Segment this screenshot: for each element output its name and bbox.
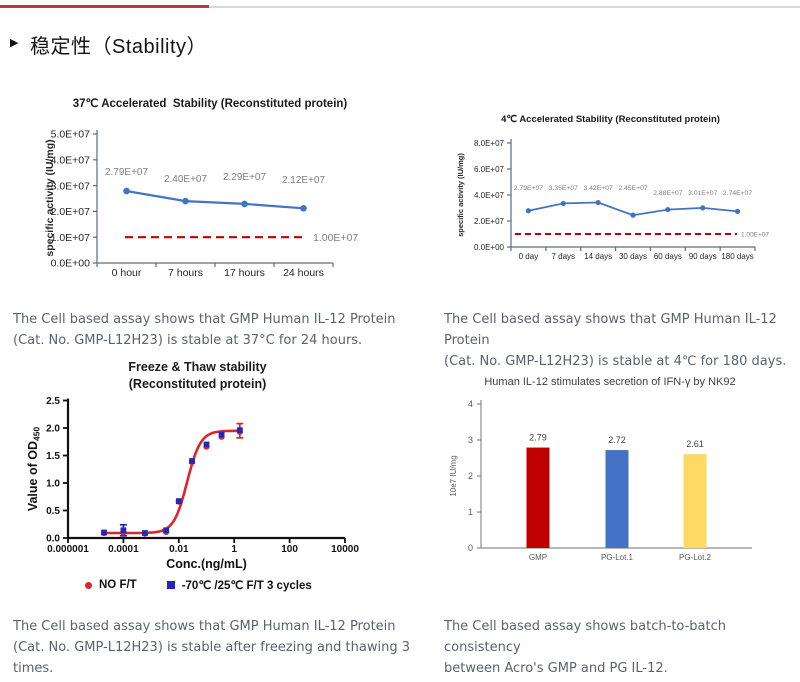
svg-text:1.0E+07: 1.0E+07 <box>51 232 91 244</box>
svg-text:0: 0 <box>468 543 473 553</box>
svg-text:180 days: 180 days <box>721 252 753 261</box>
svg-text:0 day: 0 day <box>519 252 539 261</box>
svg-text:3.42E+07: 3.42E+07 <box>583 185 613 192</box>
svg-text:specific activity (IU/mg): specific activity (IU/mg) <box>456 153 465 237</box>
scatter-chart-freeze-thaw: 0.0 0.5 1.0 1.5 2.0 2.5 0.000001 0.0001 0.01 1 100… <box>26 396 359 571</box>
caption-37c: The Cell based assay shows that GMP Huma… <box>13 309 443 351</box>
svg-text:2.40E+07: 2.40E+07 <box>164 174 208 185</box>
caption-ft-line: times. <box>13 661 54 676</box>
svg-text:4: 4 <box>468 399 473 409</box>
chart-ft-title-line1: Freeze & Thaw stability <box>128 360 267 374</box>
svg-text:2.79: 2.79 <box>529 433 547 443</box>
svg-text:2.0E+07: 2.0E+07 <box>51 206 91 218</box>
legend-label-ft: -70℃ /25℃ F/T 3 cycles <box>181 580 312 592</box>
caption-ft-line: The Cell based assay shows that GMP Huma… <box>13 619 396 634</box>
bar-chart-batch-consistency: 0 1 2 3 4 2.79 GMP 2.72 PG-Lot.1 2.61 PG-Lot.2 10e7… <box>449 399 752 562</box>
svg-text:1.5: 1.5 <box>46 451 60 462</box>
svg-text:2.72: 2.72 <box>608 435 626 445</box>
svg-text:2.61: 2.61 <box>686 439 704 449</box>
svg-text:1.00E+07: 1.00E+07 <box>741 231 769 238</box>
top-divider-red <box>0 5 209 8</box>
svg-text:Conc.(ng/mL): Conc.(ng/mL) <box>166 557 247 571</box>
legend-marker-noft <box>85 581 92 589</box>
svg-text:3.0E+07: 3.0E+07 <box>51 180 91 192</box>
svg-text:Value of OD450: Value of OD450 <box>26 427 42 512</box>
caption-batch: The Cell based assay shows batch-to-batc… <box>444 616 794 679</box>
svg-text:PG-Lot.2: PG-Lot.2 <box>679 553 712 562</box>
svg-text:1.0: 1.0 <box>46 479 60 490</box>
svg-text:3.35E+07: 3.35E+07 <box>549 185 579 192</box>
svg-text:14 days: 14 days <box>584 252 612 261</box>
svg-text:0.0E+00: 0.0E+00 <box>51 258 91 270</box>
svg-text:GMP: GMP <box>529 553 547 562</box>
chart-ft-title-line2: (Reconstituted protein) <box>128 377 267 391</box>
svg-text:7 hours: 7 hours <box>168 267 203 279</box>
legend-marker-ft <box>166 581 175 589</box>
caption-4c: The Cell based assay shows that GMP Huma… <box>444 309 794 372</box>
svg-text:0 hour: 0 hour <box>112 267 142 279</box>
legend-label-noft: NO F/T <box>99 579 137 591</box>
line-chart-37c: 5.0E+07 4.0E+07 3.0E+07 2.0E+07 1.0E+07 0.0E+… <box>44 129 358 279</box>
caption-4c-line: (Cat. No. GMP-L12H23) is stable at 4℃ fo… <box>444 354 787 369</box>
caption-4c-line: The Cell based assay shows that GMP Huma… <box>444 312 777 348</box>
svg-text:4.0E+07: 4.0E+07 <box>51 154 91 166</box>
svg-text:7 days: 7 days <box>551 252 575 261</box>
svg-text:10e7 IU/mg: 10e7 IU/mg <box>449 455 458 496</box>
svg-text:3.01E+07: 3.01E+07 <box>688 190 718 197</box>
svg-text:8.0E+07: 8.0E+07 <box>474 139 505 148</box>
line-chart-4c: 8.0E+07 6.0E+07 4.0E+07 2.0E+07 0.0E+00 0 day… <box>456 139 769 261</box>
svg-text:2.12E+07: 2.12E+07 <box>282 175 326 186</box>
svg-text:0.0: 0.0 <box>46 534 60 545</box>
svg-text:2.5: 2.5 <box>46 396 60 407</box>
svg-text:2.88E+07: 2.88E+07 <box>653 190 683 197</box>
chart-37c-title: 37℃ Accelerated Stability (Reconstituted… <box>72 98 348 110</box>
chart-4c-title: 4℃ Accelerated Stability (Reconstituted … <box>501 114 720 125</box>
svg-text:90 days: 90 days <box>689 252 717 261</box>
top-divider-gray <box>209 6 800 8</box>
caption-freeze-thaw: The Cell based assay shows that GMP Huma… <box>13 616 443 679</box>
caption-37c-line: (Cat. No. GMP-L12H23) is stable at 37°C … <box>13 333 363 348</box>
svg-text:60 days: 60 days <box>654 252 682 261</box>
svg-text:2.45E+07: 2.45E+07 <box>618 185 648 192</box>
chart-bar-title: Human IL-12 stimulates secretion of IFN-… <box>484 376 736 388</box>
section-arrow-icon: ▶ <box>10 37 19 49</box>
svg-text:3: 3 <box>468 435 473 445</box>
svg-text:17 hours: 17 hours <box>224 267 265 279</box>
svg-text:specific activity (IU/mg): specific activity (IU/mg) <box>44 139 56 256</box>
caption-ft-line: (Cat. No. GMP-L12H23) is stable after fr… <box>13 640 410 655</box>
svg-text:1: 1 <box>231 544 237 555</box>
svg-text:1: 1 <box>468 507 473 517</box>
svg-text:0.01: 0.01 <box>169 544 189 555</box>
svg-text:0.5: 0.5 <box>46 506 60 517</box>
caption-batch-line: between Acro's GMP and PG IL-12. <box>444 661 668 676</box>
freeze-thaw-legend: NO F/T -70℃ /25℃ F/T 3 cycles <box>25 577 395 593</box>
svg-text:4.0E+07: 4.0E+07 <box>474 191 505 200</box>
chart-ft-title: Freeze & Thaw stability (Reconstituted p… <box>20 359 375 393</box>
page-title: 稳定性（Stability） <box>30 36 208 58</box>
svg-text:2.74E+07: 2.74E+07 <box>723 190 753 197</box>
svg-text:2: 2 <box>468 471 473 481</box>
svg-text:1.00E+07: 1.00E+07 <box>313 232 358 244</box>
svg-text:10000: 10000 <box>331 544 359 555</box>
svg-text:0.0001: 0.0001 <box>108 544 139 555</box>
svg-text:2.0E+07: 2.0E+07 <box>474 217 505 226</box>
svg-text:0.0E+00: 0.0E+00 <box>474 243 505 252</box>
svg-text:2.29E+07: 2.29E+07 <box>223 172 267 183</box>
svg-text:2.79E+07: 2.79E+07 <box>105 167 149 178</box>
svg-text:PG-Lot.1: PG-Lot.1 <box>601 553 634 562</box>
svg-text:2.79E+07: 2.79E+07 <box>514 185 544 192</box>
svg-text:5.0E+07: 5.0E+07 <box>51 129 91 141</box>
svg-text:30 days: 30 days <box>619 252 647 261</box>
caption-batch-line: The Cell based assay shows batch-to-batc… <box>444 619 727 655</box>
svg-text:100: 100 <box>281 544 298 555</box>
svg-text:0.000001: 0.000001 <box>47 544 89 555</box>
svg-text:6.0E+07: 6.0E+07 <box>474 165 505 174</box>
svg-text:24 hours: 24 hours <box>283 267 324 279</box>
svg-text:2.0: 2.0 <box>46 424 60 435</box>
caption-37c-line: The Cell based assay shows that GMP Huma… <box>13 312 396 327</box>
